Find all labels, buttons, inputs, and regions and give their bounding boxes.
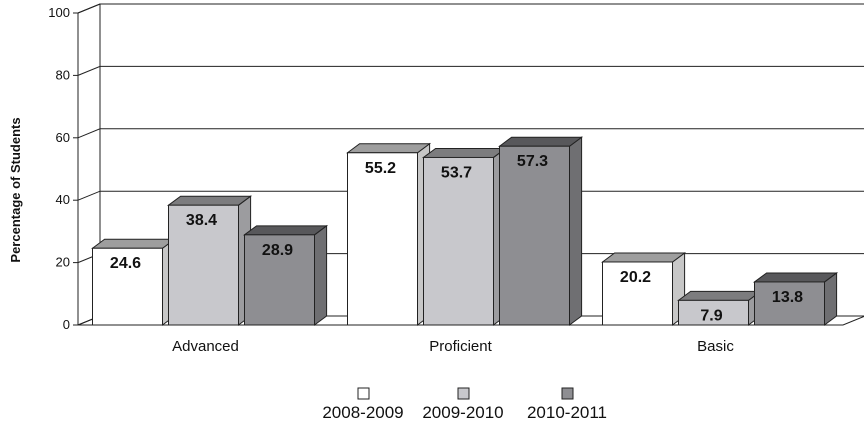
bar-front	[602, 261, 673, 326]
legend-label: 2008-2009	[322, 403, 403, 422]
bar-top	[242, 225, 329, 236]
bar-front	[423, 156, 494, 326]
bar-top	[166, 195, 253, 206]
legend-swatch	[561, 387, 574, 400]
bar-2008-2009-Proficient: 55.2	[345, 142, 432, 326]
gridline	[77, 190, 864, 201]
y-tick-label: 20	[56, 255, 70, 270]
bar-top	[752, 272, 839, 283]
bars: 24.6 38.4 28.9 55.2 53.7 57.3 20.2 7.9 13.8	[90, 136, 839, 326]
bar-side	[569, 136, 583, 326]
side-wall-edge	[77, 3, 101, 14]
data-label: 57.3	[517, 153, 548, 170]
bar-top	[421, 147, 508, 158]
bar-2009-2010-Advanced: 38.4	[166, 195, 253, 326]
gridline	[77, 128, 864, 139]
bar-top	[497, 136, 584, 147]
legend-swatch	[357, 387, 370, 400]
bar-top	[90, 238, 177, 249]
data-label: 20.2	[620, 269, 651, 286]
bar-front	[347, 152, 418, 326]
y-tick-label: 40	[56, 192, 70, 207]
y-tick-label: 100	[48, 5, 70, 20]
bar-front	[499, 145, 570, 326]
bar-front	[168, 204, 239, 326]
bar-2009-2010-Basic: 7.9	[676, 290, 763, 326]
bar-front	[244, 234, 315, 326]
data-label: 24.6	[110, 255, 141, 272]
bar-2008-2009-Advanced: 24.6	[90, 238, 177, 326]
bar-2010-2011-Advanced: 28.9	[242, 224, 329, 326]
gridline	[77, 65, 864, 76]
data-label: 38.4	[186, 212, 217, 229]
bar-side	[314, 224, 328, 326]
y-tick-label: 80	[56, 67, 70, 82]
x-category-label: Advanced	[172, 338, 239, 355]
data-label: 28.9	[262, 242, 293, 259]
bar-top	[345, 143, 432, 154]
data-label: 55.2	[365, 160, 396, 177]
legend-swatch	[457, 387, 470, 400]
x-category-label: Proficient	[429, 338, 492, 355]
y-axis: 0 20 40 60 80 100	[48, 3, 101, 332]
bar-top	[676, 290, 763, 301]
data-label: 53.7	[441, 164, 472, 181]
legend-label: 2009-2010	[422, 403, 503, 422]
x-category-label: Basic	[697, 338, 734, 355]
bar-2008-2009-Basic: 20.2	[600, 251, 687, 326]
bar-top	[600, 252, 687, 263]
bar-front	[754, 281, 825, 326]
y-tick-label: 0	[63, 317, 70, 332]
bar-2010-2011-Proficient: 57.3	[497, 136, 584, 326]
bar-front	[92, 247, 163, 326]
bar-2009-2010-Proficient: 53.7	[421, 147, 508, 326]
bar-front	[678, 299, 749, 326]
data-label: 13.8	[772, 289, 803, 306]
legend: 2008-2009 2009-2010 2010-2011	[322, 387, 607, 422]
data-label: 7.9	[700, 307, 722, 324]
y-axis-label: Percentage of Students	[8, 117, 23, 262]
x-axis-labels: Advanced Proficient Basic	[172, 338, 734, 355]
y-tick-label: 60	[56, 130, 70, 145]
bar-2010-2011-Basic: 13.8	[752, 271, 839, 326]
legend-label: 2010-2011	[527, 403, 607, 422]
